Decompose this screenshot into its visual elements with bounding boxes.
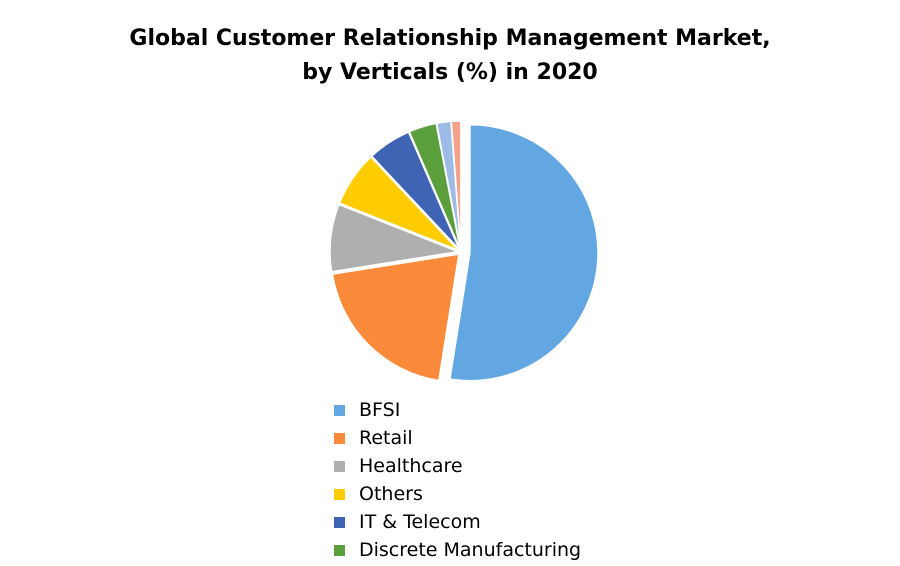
pie-slice-healthcare [329, 203, 461, 273]
legend-swatch-it-telecom [334, 516, 345, 528]
pie-slice-bfsi [449, 123, 599, 382]
legend-item-others: Others [334, 480, 581, 508]
legend-label-discrete-manufacturing: Discrete Manufacturing [359, 539, 582, 561]
legend-item-retail: Retail [334, 424, 581, 452]
legend-label-retail: Retail [359, 427, 413, 449]
pie-slice-retail [331, 253, 460, 382]
chart-title-line-1: Global Customer Relationship Management … [129, 26, 771, 51]
legend-label-others: Others [359, 483, 423, 505]
legend-item-discrete-manufacturing: Discrete Manufacturing [334, 536, 581, 564]
pie-slice-unlabeled-7 [450, 120, 462, 250]
legend-label-healthcare: Healthcare [359, 455, 463, 477]
chart-title: Global Customer Relationship Management … [0, 22, 900, 90]
legend-label-bfsi: BFSI [359, 399, 401, 421]
pie-slice-it-telecom [370, 131, 461, 251]
legend-swatch-retail [334, 432, 345, 444]
legend-swatch-bfsi [334, 404, 345, 416]
legend: BFSI Retail Healthcare Others IT & Telecom Di… [334, 396, 581, 564]
legend-item-healthcare: Healthcare [334, 452, 581, 480]
chart-subtitle: by Verticals (%) in 2020 [302, 60, 598, 85]
legend-item-bfsi: BFSI [334, 396, 581, 424]
legend-item-it-telecom: IT & Telecom [334, 508, 581, 536]
legend-swatch-healthcare [334, 460, 345, 472]
legend-label-it-telecom: IT & Telecom [359, 511, 481, 533]
legend-swatch-discrete-manufacturing [334, 544, 345, 556]
legend-swatch-others [334, 488, 345, 500]
pie-slice-others [338, 155, 460, 252]
